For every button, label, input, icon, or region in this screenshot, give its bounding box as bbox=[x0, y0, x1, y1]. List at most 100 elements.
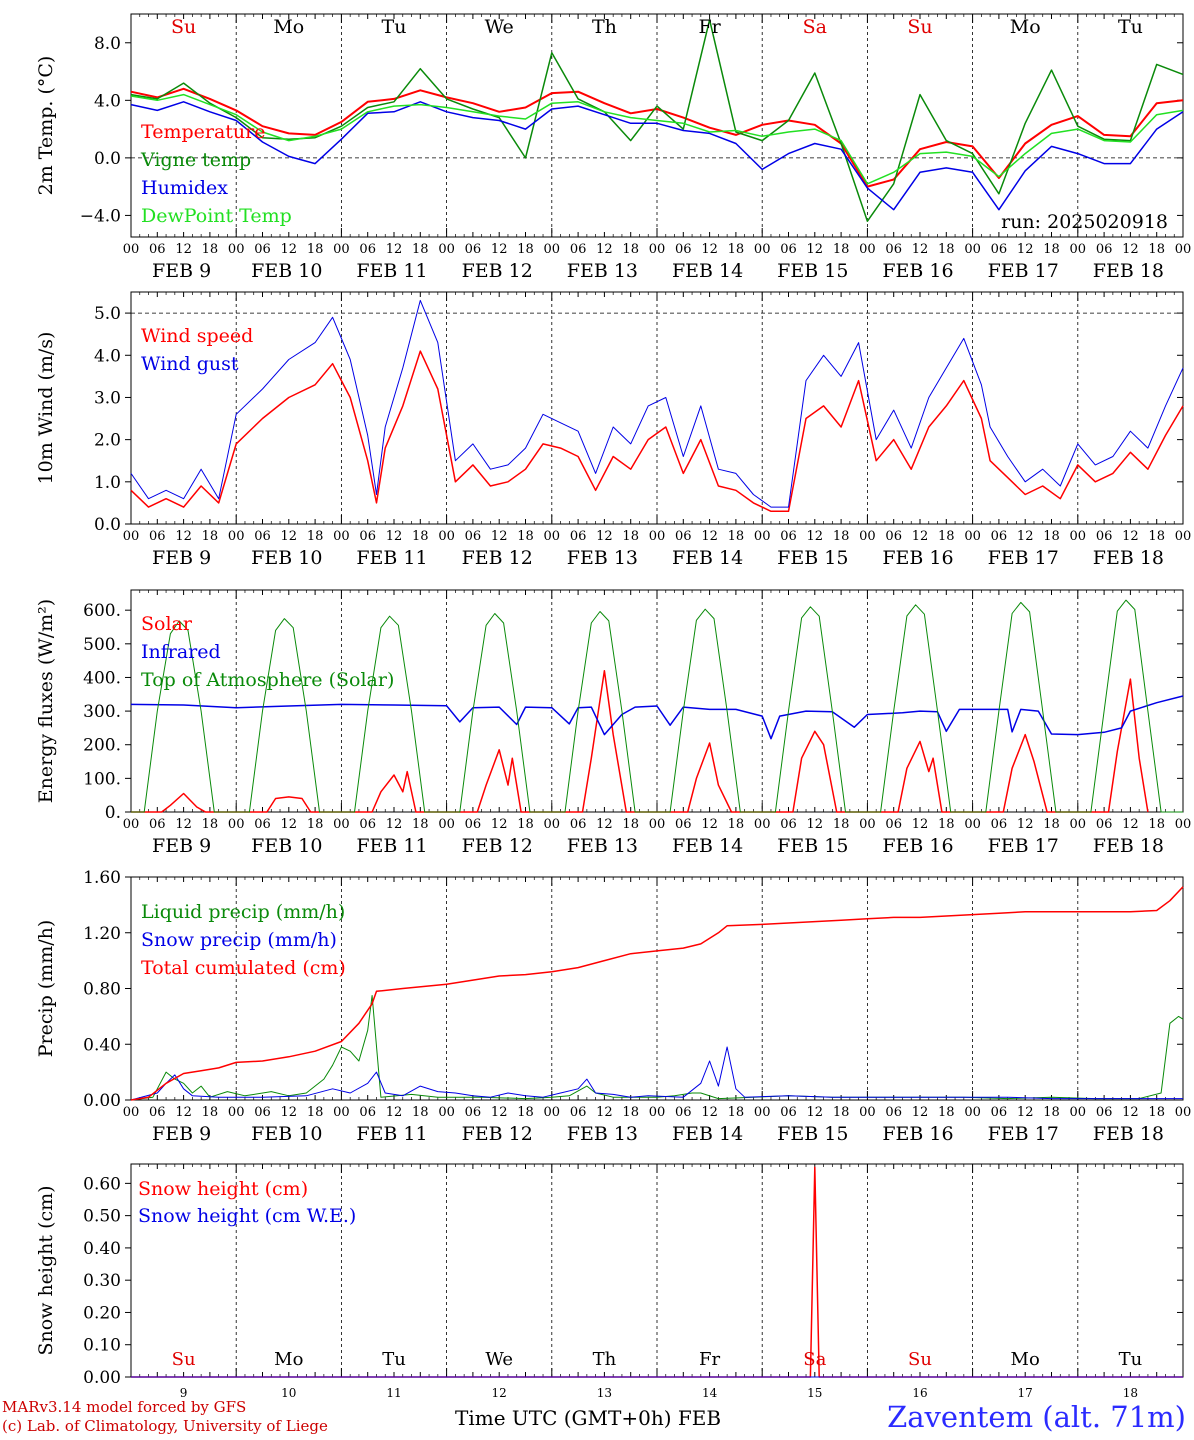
energy-hour-label: 00 bbox=[544, 817, 561, 832]
precip-hour-label: 18 bbox=[412, 1105, 429, 1120]
temp-y-tick-label: 4.0 bbox=[94, 91, 121, 111]
temp-series-2 bbox=[130, 101, 1184, 211]
temp-y-tick-label: 8.0 bbox=[94, 34, 121, 54]
weekday-label: Su bbox=[908, 1349, 932, 1370]
day-number-label: 18 bbox=[1123, 1386, 1138, 1400]
weekday-label: Su bbox=[172, 1349, 196, 1370]
weekday-label: Su bbox=[171, 16, 196, 38]
precip-date-label: FEB 15 bbox=[777, 1123, 848, 1145]
wind-hour-label: 18 bbox=[728, 529, 745, 544]
precip-hour-label: 18 bbox=[517, 1105, 534, 1120]
wind-hour-label: 00 bbox=[859, 529, 876, 544]
temp-legend-entry: DewPoint Temp bbox=[141, 205, 292, 227]
precip-hour-label: 12 bbox=[281, 1105, 298, 1120]
precip-y-tick-label: 1.20 bbox=[83, 924, 121, 944]
energy-hour-label: 00 bbox=[123, 817, 140, 832]
precip-date-label: FEB 9 bbox=[152, 1123, 211, 1145]
energy-hour-label: 12 bbox=[912, 817, 929, 832]
temp-series-3 bbox=[130, 93, 1184, 185]
energy-hour-label: 18 bbox=[517, 817, 534, 832]
energy-hour-label: 12 bbox=[1017, 817, 1034, 832]
temp-hour-label: 12 bbox=[701, 242, 718, 257]
precip-hour-label: 00 bbox=[964, 1105, 981, 1120]
precip-legend-entry: Snow precip (mm/h) bbox=[141, 929, 337, 951]
temp-frame bbox=[130, 13, 1184, 238]
wind-hour-label: 00 bbox=[754, 529, 771, 544]
wind-hour-label: 18 bbox=[202, 529, 219, 544]
energy-hour-label: 18 bbox=[938, 817, 955, 832]
energy-hour-label: 06 bbox=[885, 817, 902, 832]
energy-hour-label: 12 bbox=[281, 817, 298, 832]
snow-legend-entry: Snow height (cm) bbox=[138, 1178, 308, 1200]
precip-hour-label: 06 bbox=[359, 1105, 376, 1120]
temp-hour-label: 00 bbox=[964, 242, 981, 257]
temp-hour-label: 18 bbox=[517, 242, 534, 257]
temp-hour-label: 18 bbox=[307, 242, 324, 257]
wind-hour-label: 12 bbox=[491, 529, 508, 544]
snow-y-axis-title: Snow height (cm) bbox=[35, 1185, 57, 1355]
energy-hour-label: 00 bbox=[649, 817, 666, 832]
wind-hour-label: 06 bbox=[885, 529, 902, 544]
energy-hour-label: 12 bbox=[491, 817, 508, 832]
precip-hour-label: 12 bbox=[1017, 1105, 1034, 1120]
precip-date-label: FEB 17 bbox=[988, 1123, 1059, 1145]
temp-hour-label: 18 bbox=[938, 242, 955, 257]
energy-hour-label: 18 bbox=[833, 817, 850, 832]
snow-legend-entry: Snow height (cm W.E.) bbox=[138, 1205, 356, 1227]
precip-hour-label: 06 bbox=[885, 1105, 902, 1120]
lab-credit: (c) Lab. of Climatology, University of L… bbox=[2, 1417, 328, 1435]
precip-y-axis-title: Precip (mm/h) bbox=[35, 920, 57, 1058]
wind-date-label: FEB 9 bbox=[152, 547, 211, 569]
temp-date-label: FEB 9 bbox=[152, 260, 211, 282]
temp-hour-label: 18 bbox=[833, 242, 850, 257]
weekday-label: Mo bbox=[273, 16, 304, 38]
snow-y-tick-label: 0.30 bbox=[83, 1271, 121, 1291]
wind-y-tick-label: 2.0 bbox=[94, 431, 121, 451]
weekday-label: Sa bbox=[803, 1349, 826, 1370]
precip-date-label: FEB 18 bbox=[1093, 1123, 1164, 1145]
temp-hour-label: 00 bbox=[544, 242, 561, 257]
energy-hour-label: 06 bbox=[254, 817, 271, 832]
wind-hour-label: 18 bbox=[1148, 529, 1165, 544]
precip-hour-label: 18 bbox=[728, 1105, 745, 1120]
energy-date-label: FEB 17 bbox=[988, 835, 1059, 857]
temp-hour-label: 12 bbox=[596, 242, 613, 257]
temp-date-label: FEB 14 bbox=[672, 260, 743, 282]
temp-legend-entry: Temperature bbox=[141, 121, 265, 143]
energy-hour-label: 18 bbox=[1043, 817, 1060, 832]
precip-date-label: FEB 13 bbox=[567, 1123, 638, 1145]
energy-hour-label: 00 bbox=[1070, 817, 1087, 832]
wind-date-label: FEB 11 bbox=[356, 547, 427, 569]
snow-y-tick-label: 0.20 bbox=[83, 1303, 121, 1323]
precip-hour-label: 00 bbox=[649, 1105, 666, 1120]
temp-date-label: FEB 11 bbox=[356, 260, 427, 282]
weekday-label: Tu bbox=[1118, 16, 1143, 38]
temp-hour-label: 06 bbox=[885, 242, 902, 257]
energy-hour-label: 06 bbox=[465, 817, 482, 832]
temp-y-axis-title: 2m Temp. (°C) bbox=[35, 56, 57, 196]
wind-hour-label: 12 bbox=[1017, 529, 1034, 544]
energy-hour-label: 06 bbox=[1096, 817, 1113, 832]
temp-hour-label: 12 bbox=[175, 242, 192, 257]
energy-date-label: FEB 16 bbox=[882, 835, 953, 857]
temp-hour-label: 12 bbox=[386, 242, 403, 257]
precip-date-label: FEB 14 bbox=[672, 1123, 743, 1145]
weekday-label: Sa bbox=[803, 16, 827, 38]
precip-date-label: FEB 16 bbox=[882, 1123, 953, 1145]
day-number-label: 11 bbox=[386, 1386, 401, 1400]
wind-hour-label: 06 bbox=[465, 529, 482, 544]
energy-date-label: FEB 12 bbox=[462, 835, 533, 857]
temp-legend-entry: Vigne temp bbox=[140, 149, 251, 171]
wind-hour-label: 06 bbox=[359, 529, 376, 544]
temp-date-label: FEB 18 bbox=[1093, 260, 1164, 282]
weekday-label: Fr bbox=[699, 1349, 720, 1370]
energy-hour-label: 06 bbox=[149, 817, 166, 832]
temp-hour-label: 00 bbox=[123, 242, 140, 257]
precip-series-1 bbox=[130, 1046, 1183, 1101]
temp-series-0 bbox=[130, 87, 1184, 188]
temp-hour-label: 00 bbox=[649, 242, 666, 257]
wind-hour-label: 00 bbox=[438, 529, 455, 544]
precip-hour-label: 18 bbox=[1043, 1105, 1060, 1120]
wind-hour-label: 06 bbox=[1096, 529, 1113, 544]
wind-y-tick-label: 1.0 bbox=[94, 473, 121, 493]
